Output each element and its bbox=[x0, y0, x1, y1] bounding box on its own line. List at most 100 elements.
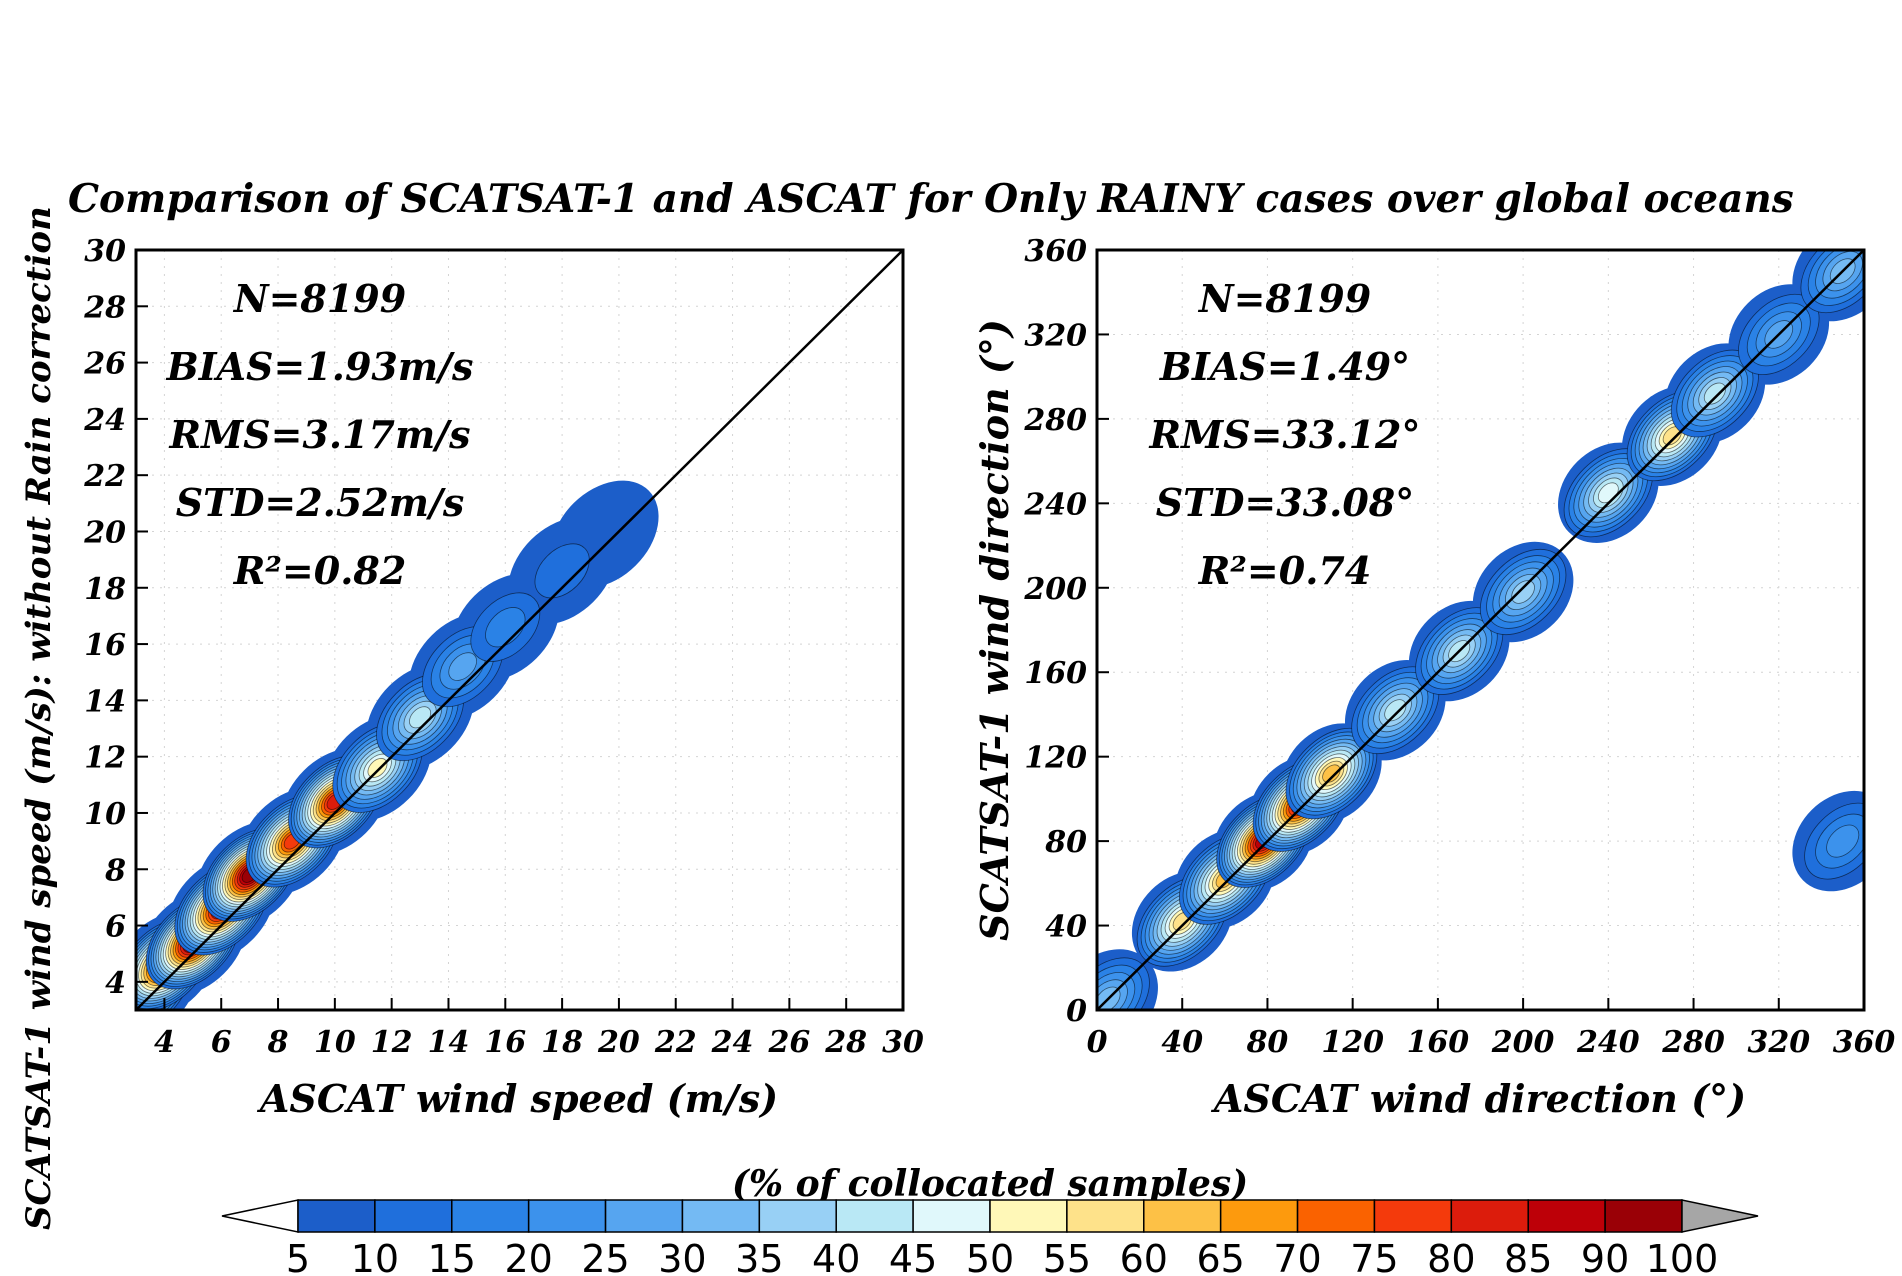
speed-y-tick-label: 8 bbox=[104, 853, 126, 888]
colorbar-over-arrow bbox=[1681, 1199, 1759, 1233]
colorbar-segment bbox=[451, 1199, 530, 1233]
speed-density-core bbox=[448, 652, 477, 681]
colorbar-segment bbox=[1296, 1199, 1376, 1233]
speed-density-core bbox=[485, 607, 526, 648]
colorbar-tick-label: 25 bbox=[581, 1237, 629, 1276]
direction-y-tick-label: 360 bbox=[1024, 234, 1087, 269]
direction-stat: BIAS=1.49° bbox=[1159, 344, 1410, 389]
speed-x-tick-label: 20 bbox=[597, 1025, 640, 1060]
speed-x-tick-label: 26 bbox=[767, 1025, 810, 1060]
direction-x-tick-label: 360 bbox=[1833, 1025, 1896, 1060]
direction-y-tick-label: 0 bbox=[1066, 994, 1087, 1029]
colorbar-tick-label: 35 bbox=[735, 1237, 783, 1276]
direction-density-core bbox=[1511, 580, 1535, 604]
speed-stat: R²=0.82 bbox=[233, 548, 407, 593]
colorbar-tick-label: 60 bbox=[1120, 1237, 1168, 1276]
colorbar-tick-label: 15 bbox=[428, 1237, 476, 1276]
direction-y-tick-label: 80 bbox=[1044, 825, 1087, 860]
colorbar-tick-label: 85 bbox=[1504, 1237, 1552, 1276]
colorbar-tick-label: 70 bbox=[1273, 1237, 1321, 1276]
speed-y-tick-label: 28 bbox=[83, 290, 126, 325]
direction-density-core bbox=[1703, 382, 1726, 405]
direction-stat: RMS=33.12° bbox=[1149, 412, 1421, 457]
speed-x-tick-label: 16 bbox=[484, 1025, 526, 1060]
colorbar-segment bbox=[758, 1199, 837, 1233]
speed-density-core bbox=[534, 543, 590, 599]
speed-x-tick-label: 14 bbox=[428, 1025, 470, 1060]
colorbar-segment bbox=[1450, 1199, 1529, 1233]
colorbar-segment bbox=[374, 1199, 453, 1233]
direction-y-tick-label: 200 bbox=[1023, 572, 1087, 607]
direction-x-tick-label: 280 bbox=[1661, 1025, 1725, 1060]
colorbar-segment bbox=[1373, 1199, 1453, 1233]
colorbar-tick-label: 30 bbox=[658, 1237, 706, 1276]
direction-y-tick-label: 160 bbox=[1024, 656, 1087, 691]
speed-x-tick-label: 18 bbox=[541, 1025, 583, 1060]
colorbar-tick-label: 90 bbox=[1581, 1237, 1629, 1276]
direction-x-tick-label: 0 bbox=[1087, 1025, 1108, 1060]
direction-y-tick-label: 40 bbox=[1045, 910, 1087, 945]
colorbar-tick-label: 20 bbox=[504, 1237, 552, 1276]
speed-y-tick-label: 30 bbox=[84, 234, 126, 269]
direction-x-tick-label: 160 bbox=[1407, 1025, 1470, 1060]
speed-x-axis-label: ASCAT wind speed (m/s) bbox=[257, 1076, 778, 1121]
speed-y-tick-label: 18 bbox=[84, 572, 126, 607]
colorbar-ticks: 5 10 15 20 25 30 35 40 45 50 55 60 65 70 75 80 85 90 100 bbox=[286, 1237, 1718, 1276]
colorbar-tick-label: 10 bbox=[351, 1237, 399, 1276]
speed-y-tick-label: 22 bbox=[83, 459, 126, 494]
speed-x-tick-label: 28 bbox=[824, 1025, 867, 1060]
colorbar-segment bbox=[989, 1199, 1068, 1233]
colorbar-segment bbox=[835, 1199, 914, 1233]
speed-x-tick-label: 24 bbox=[711, 1025, 754, 1060]
colorbar-segment bbox=[1219, 1199, 1299, 1233]
direction-y-tick-label: 120 bbox=[1024, 741, 1087, 776]
direction-y-axis-label: SCATSAT-1 wind direction (°) bbox=[972, 319, 1017, 941]
direction-density-core bbox=[1384, 699, 1407, 722]
speed-y-tick-label: 10 bbox=[84, 797, 126, 832]
direction-x-tick-label: 200 bbox=[1491, 1025, 1555, 1060]
speed-reference-line bbox=[135, 249, 904, 1011]
speed-x-tick-label: 22 bbox=[654, 1025, 697, 1060]
direction-ticks: 0 40 80 120 160 200 240 280 320 360 0 40 80 120 160 200… bbox=[1023, 234, 1895, 1060]
speed-x-tick-label: 4 bbox=[154, 1025, 175, 1060]
direction-one-to-one-line bbox=[1096, 249, 1865, 1011]
speed-y-tick-label: 14 bbox=[84, 684, 126, 719]
speed-one-to-one-line bbox=[135, 249, 904, 1011]
direction-stats: N=8199 BIAS=1.49° RMS=33.12° STD=33.08° R²=0… bbox=[1149, 276, 1421, 593]
speed-density-core bbox=[367, 758, 388, 778]
speed-panel: N=8199 BIAS=1.93m/s RMS=3.17m/s STD=2.52m/s… bbox=[83, 234, 924, 1121]
colorbar-tick-label: 50 bbox=[966, 1237, 1014, 1276]
left-margin-label: SCATSAT-1 wind speed (m/s): without Rain… bbox=[19, 206, 59, 1230]
colorbar-segment bbox=[1143, 1199, 1222, 1233]
colorbar-segment bbox=[1604, 1199, 1683, 1233]
colorbar-segment bbox=[297, 1199, 376, 1233]
direction-x-tick-label: 120 bbox=[1321, 1025, 1384, 1060]
speed-y-tick-label: 20 bbox=[83, 515, 126, 550]
colorbar-tick-label: 45 bbox=[889, 1237, 937, 1276]
speed-plot-frame bbox=[134, 248, 905, 1012]
colorbar-tick-label: 75 bbox=[1350, 1237, 1398, 1276]
colorbar-segment bbox=[1527, 1199, 1606, 1233]
direction-density-core bbox=[1826, 824, 1860, 858]
direction-y-tick-label: 240 bbox=[1023, 487, 1087, 522]
chart-title: Comparison of SCATSAT-1 and ASCAT for On… bbox=[68, 176, 1794, 222]
direction-y-tick-label: 280 bbox=[1023, 403, 1087, 438]
direction-x-tick-label: 80 bbox=[1246, 1025, 1289, 1060]
colorbar: (% of collocated samples) 5 10 15 20 25 30 35 4… bbox=[221, 1163, 1759, 1276]
speed-y-tick-label: 6 bbox=[105, 910, 126, 945]
direction-panel: N=8199 BIAS=1.49° RMS=33.12° STD=33.08° R²=0… bbox=[972, 234, 1895, 1121]
colorbar-segments bbox=[221, 1199, 1759, 1233]
direction-density-core bbox=[1322, 764, 1341, 783]
colorbar-segment bbox=[912, 1199, 991, 1233]
speed-x-tick-label: 6 bbox=[211, 1025, 232, 1060]
speed-stat: N=8199 bbox=[233, 276, 406, 321]
direction-y-tick-label: 320 bbox=[1024, 318, 1087, 353]
direction-reference-line bbox=[1096, 249, 1865, 1011]
speed-y-tick-label: 16 bbox=[84, 628, 126, 663]
direction-x-tick-label: 40 bbox=[1161, 1025, 1203, 1060]
colorbar-tick-label: 55 bbox=[1043, 1237, 1091, 1276]
direction-x-tick-label: 240 bbox=[1576, 1025, 1640, 1060]
speed-stat: RMS=3.17m/s bbox=[169, 412, 471, 457]
speed-x-tick-label: 8 bbox=[267, 1025, 289, 1060]
direction-stat: N=8199 bbox=[1198, 276, 1371, 321]
